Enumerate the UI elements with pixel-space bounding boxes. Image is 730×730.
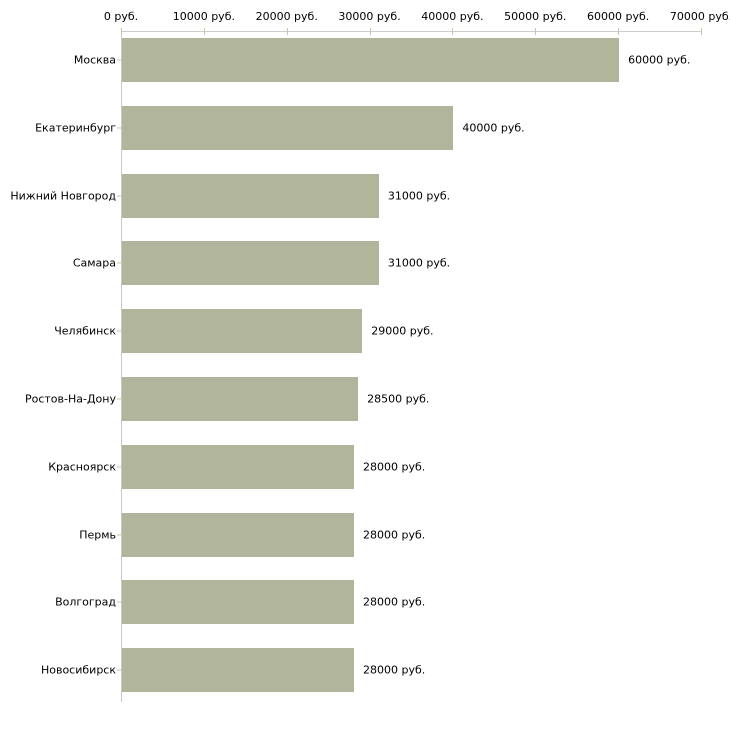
x-axis-tick-label: 60000 руб. <box>587 10 650 23</box>
value-label: 28000 руб. <box>363 528 426 542</box>
x-axis-tick-mark <box>369 28 371 35</box>
x-axis-tick-mark <box>535 28 537 35</box>
x-axis-tick-label: 10000 руб. <box>172 10 235 23</box>
bar <box>122 513 354 557</box>
category-label: Екатеринбург <box>35 121 116 135</box>
value-label: 28000 руб. <box>363 595 426 609</box>
value-label: 28500 руб. <box>367 392 430 406</box>
bar <box>122 38 619 82</box>
category-tick-mark <box>117 262 121 264</box>
bar <box>122 106 453 150</box>
x-axis-tick-label: 50000 руб. <box>504 10 567 23</box>
category-label: Челябинск <box>54 324 116 338</box>
x-axis-tick-mark <box>701 28 702 35</box>
x-axis-tick-mark <box>121 28 122 35</box>
category-label: Самара <box>72 256 116 270</box>
value-label: 31000 руб. <box>387 256 451 270</box>
bar <box>122 580 354 624</box>
category-label: Нижний Новгород <box>10 189 116 203</box>
y-axis-line <box>121 31 122 702</box>
bar <box>122 377 358 421</box>
bar <box>122 309 362 353</box>
bar <box>122 445 354 489</box>
x-axis-tick-label: 70000 руб. <box>669 10 730 23</box>
category-label: Ростов-На-Дону <box>24 392 116 406</box>
category-tick-mark <box>117 195 121 197</box>
category-tick-mark <box>117 601 121 603</box>
category-tick-mark <box>117 398 121 400</box>
value-label: 28000 руб. <box>363 460 426 474</box>
value-label: 40000 руб. <box>462 121 525 135</box>
bar <box>122 648 354 692</box>
x-axis-tick-mark <box>452 28 454 35</box>
value-label: 29000 руб. <box>371 324 434 338</box>
bar <box>122 174 379 218</box>
category-tick-mark <box>117 669 121 671</box>
category-label: Волгоград <box>55 595 116 609</box>
category-label: Пермь <box>79 528 116 542</box>
value-label: 60000 руб. <box>628 53 691 67</box>
bar <box>122 241 379 285</box>
value-label: 28000 руб. <box>363 663 426 677</box>
x-axis-tick-label: 40000 руб. <box>421 10 484 23</box>
x-axis-line <box>121 31 702 32</box>
category-tick-mark <box>117 466 121 468</box>
x-axis-tick-mark <box>618 28 620 35</box>
category-label: Новосибирск <box>40 663 116 677</box>
category-tick-mark <box>117 330 121 332</box>
x-axis-tick-label: 30000 руб. <box>338 10 401 23</box>
category-label: Красноярск <box>48 460 116 474</box>
category-label: Москва <box>73 53 116 67</box>
x-axis-tick-label: 20000 руб. <box>255 10 318 23</box>
value-label: 31000 руб. <box>387 189 451 203</box>
category-tick-mark <box>117 59 121 61</box>
x-axis-tick-label: 0 руб. <box>103 10 139 23</box>
x-axis-tick-mark <box>286 28 288 35</box>
x-axis-tick-mark <box>203 28 205 35</box>
category-tick-mark <box>117 534 121 536</box>
category-tick-mark <box>117 127 121 129</box>
